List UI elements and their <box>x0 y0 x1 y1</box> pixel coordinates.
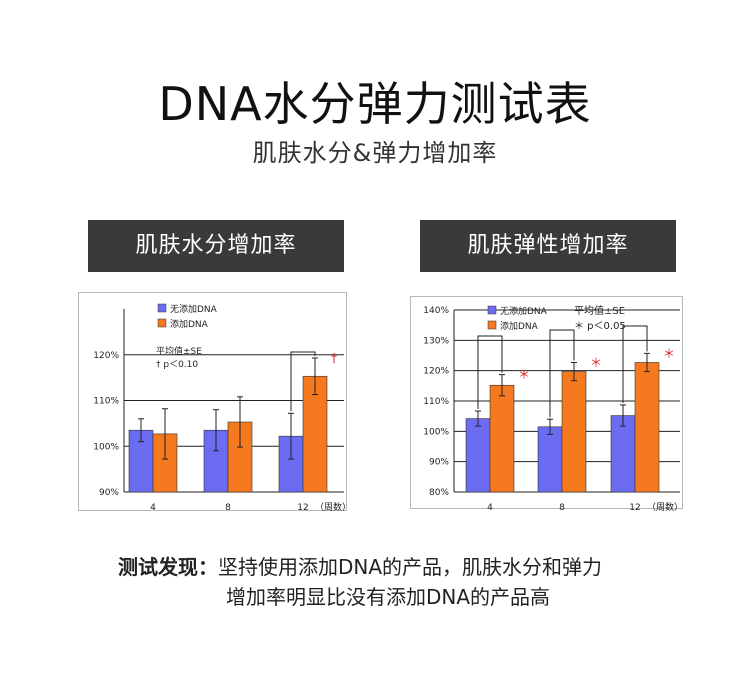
y-tick-label: 80% <box>429 488 449 498</box>
x-tick-label: 12 <box>297 503 308 513</box>
stat-note: 平均值±SE <box>156 345 202 357</box>
significance-bracket <box>290 351 316 412</box>
bar-with-dna <box>489 384 515 493</box>
significance-bracket <box>549 329 575 418</box>
significance-marker: ＊ <box>590 355 602 369</box>
page-subtitle: 肌肤水分&弹力增加率 <box>252 139 498 167</box>
bar-with-dna <box>302 375 328 493</box>
bar-with-dna <box>634 362 660 493</box>
findings-line-2: 增加率明显比没有添加DNA的产品高 <box>226 585 551 609</box>
x-tick-label: 4 <box>487 503 493 513</box>
moisture-chart: 90% 100% 110% 120% 4 8 12 （周数） † 无添加DNA 添加DNA 平均值±S… <box>78 292 351 513</box>
legend-swatch-without-dna <box>157 303 167 313</box>
x-tick-label: 8 <box>225 503 231 513</box>
y-tick-label: 120% <box>423 367 449 377</box>
elasticity-chart: 80% 90% 100% 110% 120% 130% 140% 4 8 12 （周数） ＊ ＊ ＊ 无添加… <box>410 296 683 513</box>
legend-label-with-dna: 添加DNA <box>170 319 209 330</box>
x-tick-label: 8 <box>559 503 565 513</box>
y-tick-label: 110% <box>93 397 119 407</box>
findings-label: 测试发现： <box>118 555 218 579</box>
legend-swatch-without-dna <box>487 305 497 315</box>
significance-note: † p＜0.10 <box>156 360 198 370</box>
x-tick-label: 12 <box>629 503 640 513</box>
legend-swatch-with-dna <box>487 320 497 330</box>
y-tick-label: 100% <box>93 442 119 452</box>
bar-without-dna <box>610 415 636 493</box>
y-tick-label: 140% <box>423 306 449 316</box>
y-tick-label: 130% <box>423 336 449 346</box>
bar-without-dna <box>465 418 491 493</box>
x-unit-label: （周数） <box>315 501 351 513</box>
significance-marker: † <box>331 351 337 365</box>
y-tick-label: 120% <box>93 351 119 361</box>
significance-bracket <box>477 335 503 410</box>
significance-bracket <box>622 325 648 403</box>
page-title: DNA水分弹力测试表 <box>158 77 592 131</box>
stat-note: 平均值±SE <box>574 304 625 317</box>
findings-text: 测试发现：坚持使用添加DNA的产品，肌肤水分和弹力 增加率明显比没有添加DNA的… <box>118 552 678 612</box>
findings-line-1: 坚持使用添加DNA的产品，肌肤水分和弹力 <box>218 555 603 579</box>
legend-label-with-dna: 添加DNA <box>500 321 539 332</box>
legend-swatch-with-dna <box>157 318 167 328</box>
y-tick-label: 90% <box>429 458 449 468</box>
legend-label-without-dna: 无添加DNA <box>170 304 218 315</box>
elasticity-panel-title: 肌肤弹性增加率 <box>420 220 676 272</box>
y-tick-label: 100% <box>423 427 449 437</box>
x-tick-label: 4 <box>150 503 156 513</box>
bar-without-dna <box>537 426 563 493</box>
moisture-panel-title: 肌肤水分增加率 <box>88 220 344 272</box>
significance-marker: ＊ <box>663 346 675 360</box>
significance-note: ＊ p＜0.05 <box>574 321 626 332</box>
x-unit-label: （周数） <box>647 501 683 513</box>
y-tick-label: 90% <box>99 488 119 498</box>
y-tick-label: 110% <box>423 397 449 407</box>
significance-marker: ＊ <box>518 368 530 382</box>
bar-without-dna <box>128 429 154 493</box>
legend-label-without-dna: 无添加DNA <box>500 306 548 317</box>
bar-with-dna <box>561 371 587 493</box>
